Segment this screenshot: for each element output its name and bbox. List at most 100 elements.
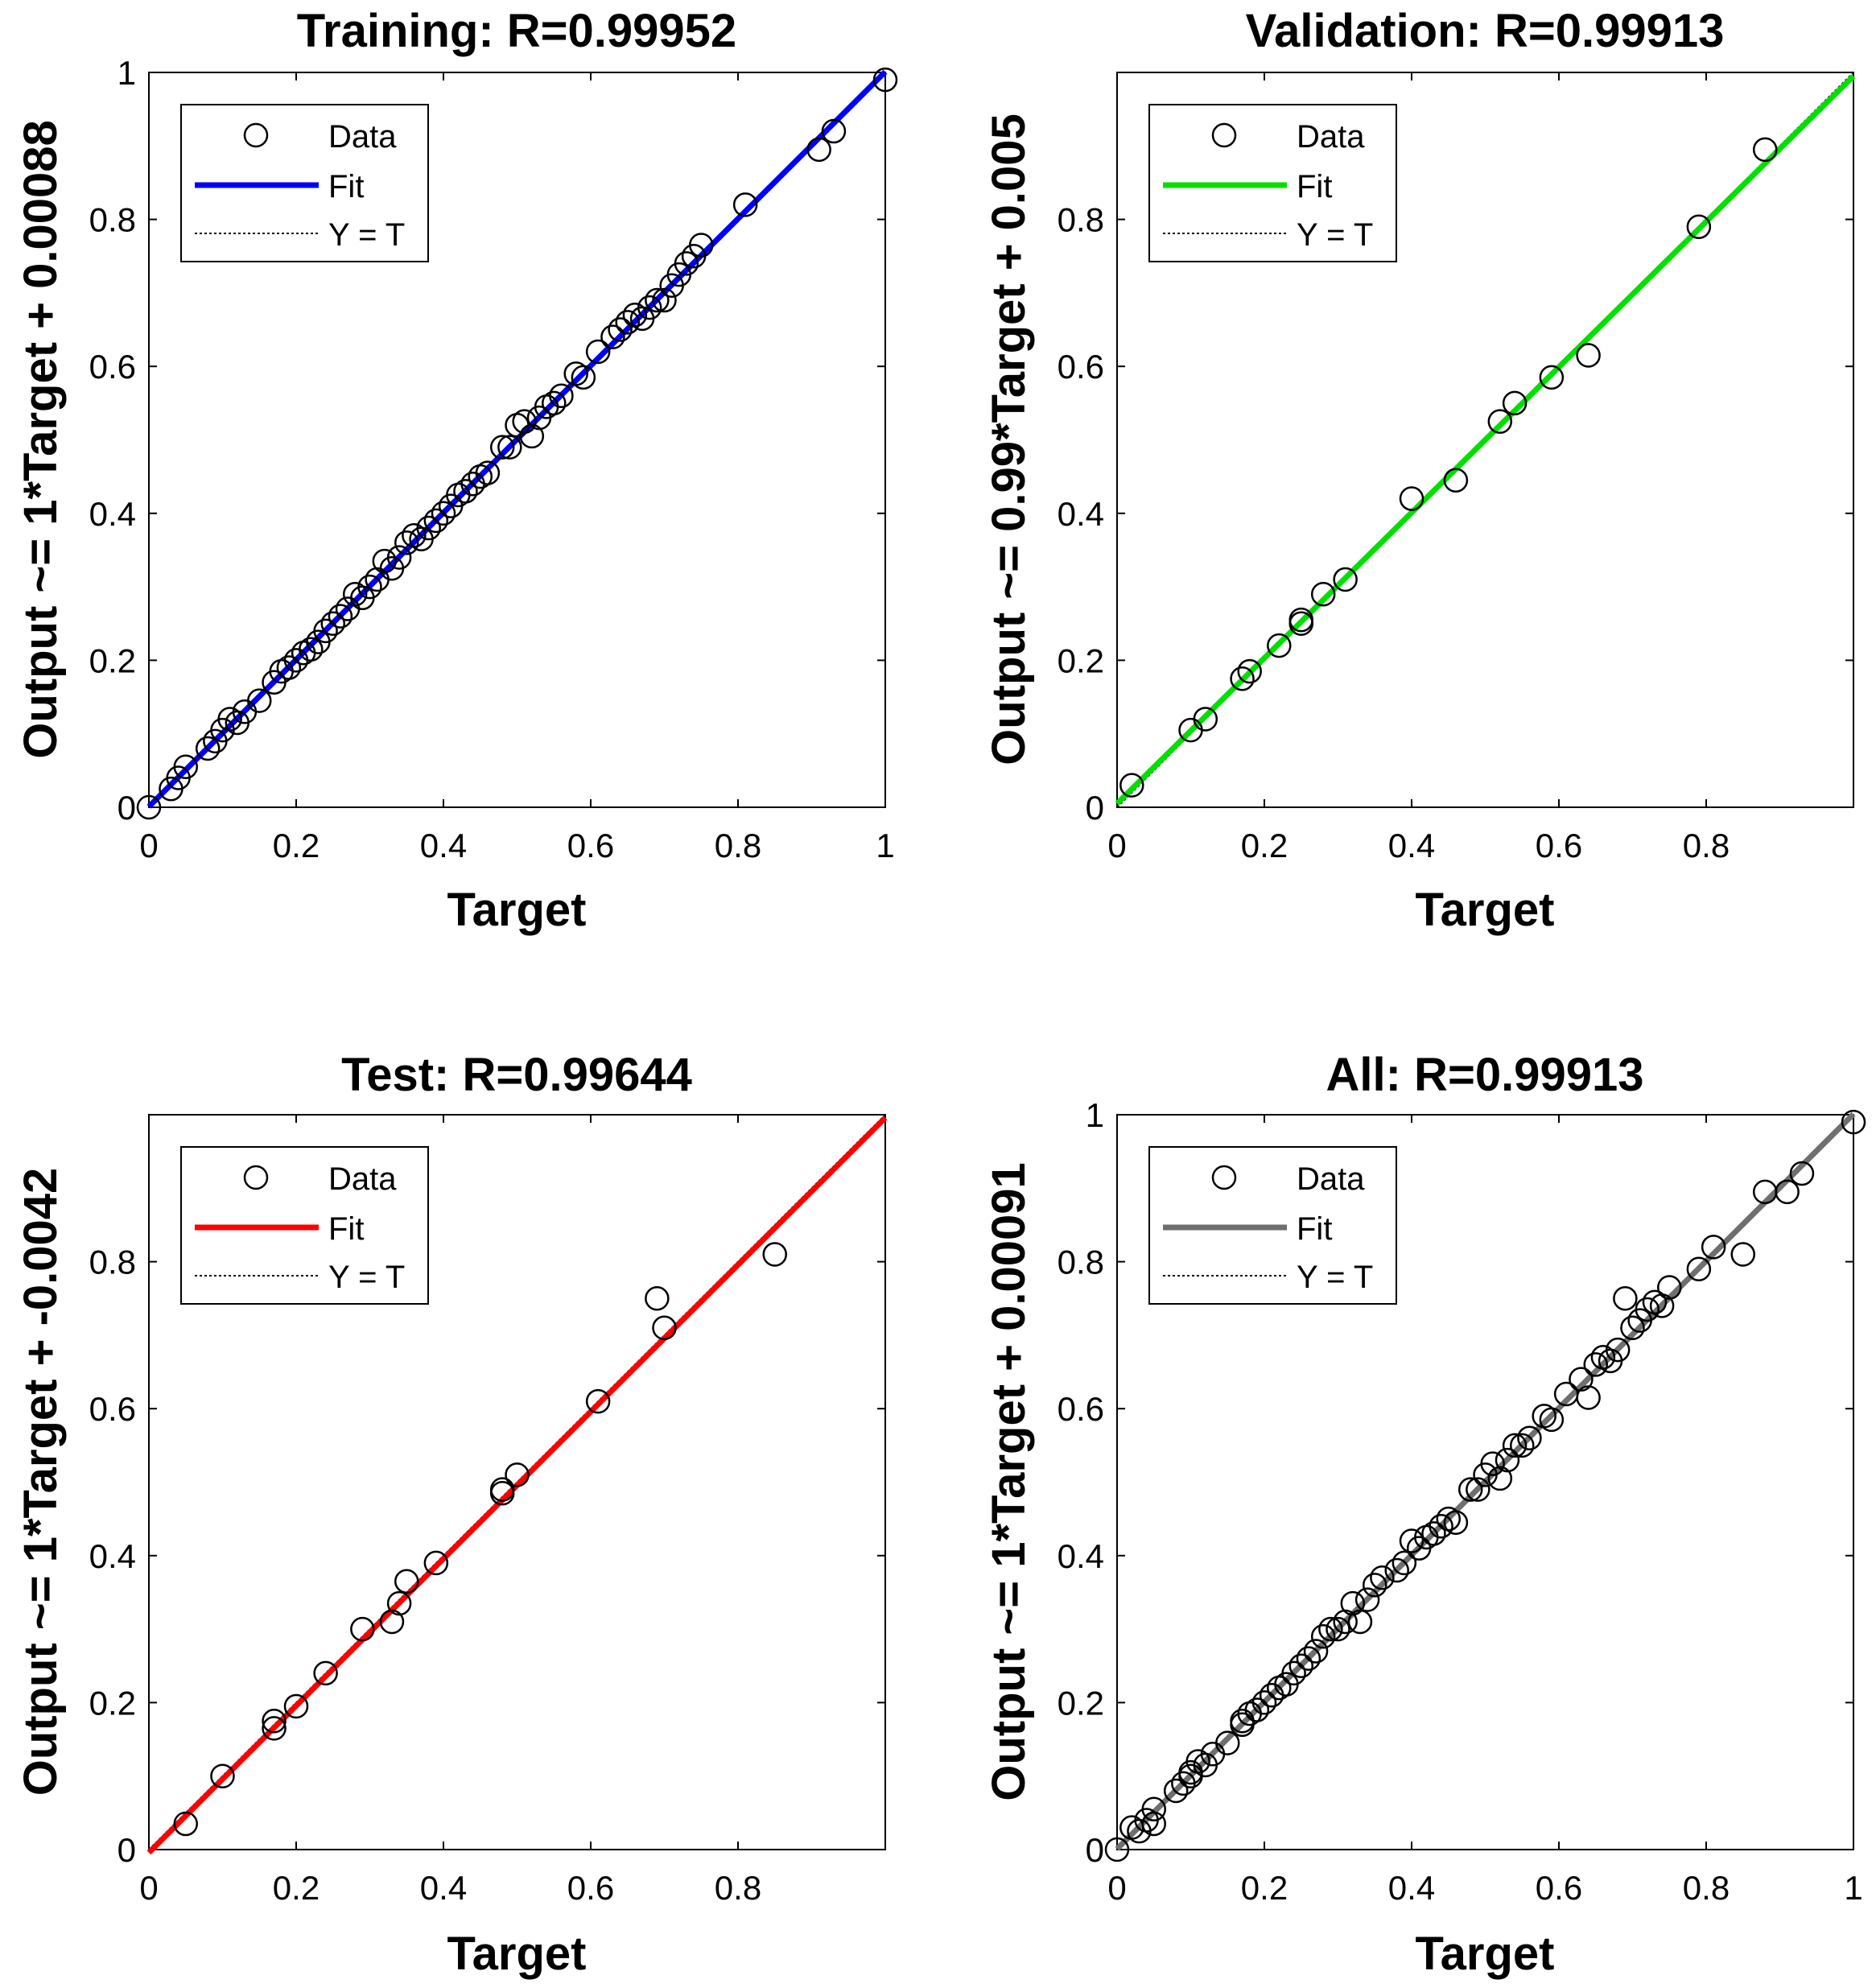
data-point xyxy=(379,1609,405,1635)
y-tick-label: 0.4 xyxy=(1058,495,1104,533)
x-tick-label: 0.4 xyxy=(1388,1869,1435,1907)
legend-fit-label: Fit xyxy=(1297,1211,1332,1247)
chart-title: Test: R=0.99644 xyxy=(341,1049,692,1101)
data-point xyxy=(645,287,670,313)
legend-data-label: Data xyxy=(328,1161,397,1197)
data-point xyxy=(1487,409,1513,434)
data-point xyxy=(136,794,162,820)
panel-training: Training: R=0.99952 Target Output ~= 1*T… xyxy=(14,5,898,936)
y-tick-label: 0.4 xyxy=(89,495,136,533)
data-point xyxy=(1730,1242,1755,1267)
data-point xyxy=(585,1388,611,1414)
x-tick-label: 0.4 xyxy=(420,827,467,864)
y-tick-label: 0.6 xyxy=(89,1390,136,1428)
legend-fit-label: Fit xyxy=(328,1211,364,1247)
x-tick-label: 0.4 xyxy=(420,1869,467,1907)
data-point xyxy=(1458,1477,1483,1502)
legend-data-marker xyxy=(1211,1165,1237,1190)
data-point xyxy=(1399,486,1425,511)
x-tick-label: 0 xyxy=(1107,827,1126,864)
data-marks xyxy=(136,67,898,820)
data-point xyxy=(320,611,345,636)
legend-data-label: Data xyxy=(328,119,397,155)
data-point xyxy=(1480,1451,1505,1476)
y-tick-label: 0 xyxy=(118,1831,136,1869)
data-point xyxy=(637,295,662,320)
x-tick-label: 1 xyxy=(876,827,894,864)
data-point xyxy=(394,530,419,555)
data-point xyxy=(1163,1778,1189,1804)
data-point xyxy=(386,545,412,570)
x-tick-label: 0.2 xyxy=(1241,1869,1288,1907)
data-point xyxy=(1466,1477,1490,1502)
data-point xyxy=(1686,214,1712,239)
axis-ticks: 0 0.2 0.4 0.6 0.8 0 0.2 0.4 0.6 0.8 xyxy=(89,1114,886,1907)
panel-validation: Validation: R=0.99913 Target Output ~= 0… xyxy=(983,5,1856,936)
data-point xyxy=(732,192,758,217)
data-point xyxy=(313,618,338,644)
data-point xyxy=(1333,1609,1358,1635)
y-tick-label: 0.2 xyxy=(1058,641,1104,679)
legend-data-label: Data xyxy=(1297,119,1365,155)
data-point xyxy=(1296,1646,1321,1671)
data-point xyxy=(357,574,382,600)
legend-identity-label: Y = T xyxy=(1297,217,1373,253)
legend: Data Fit Y = T xyxy=(180,1146,429,1305)
x-tick-label: 0.8 xyxy=(715,1869,761,1907)
data-point xyxy=(1399,1528,1425,1553)
x-tick-label: 0.8 xyxy=(1683,827,1730,864)
data-point xyxy=(1510,1433,1535,1458)
data-point xyxy=(1288,607,1313,633)
legend: Data Fit Y = T xyxy=(1148,1146,1397,1305)
data-point xyxy=(1620,1315,1645,1341)
data-point xyxy=(1119,773,1144,798)
data-point xyxy=(1340,1590,1366,1616)
data-point xyxy=(1370,1565,1395,1590)
y-tick-label: 0.2 xyxy=(89,641,136,679)
chart-title: Training: R=0.99952 xyxy=(297,5,736,57)
data-point xyxy=(489,1477,515,1502)
data-point xyxy=(1384,1557,1409,1583)
y-tick-label: 0 xyxy=(1086,1831,1104,1869)
data-point xyxy=(1443,468,1469,493)
y-tick-label: 0.6 xyxy=(1058,348,1104,386)
data-point xyxy=(1539,1407,1565,1433)
data-point xyxy=(1752,137,1778,163)
y-tick-label: 0 xyxy=(1086,789,1104,827)
data-point xyxy=(1443,1510,1469,1535)
data-point xyxy=(615,310,640,335)
x-tick-label: 0.2 xyxy=(1241,827,1288,864)
data-point xyxy=(1104,1837,1130,1862)
y-tick-label: 1 xyxy=(118,54,136,92)
y-axis-label: Output ~= 1*Target + 0.00091 xyxy=(983,1162,1035,1801)
data-point xyxy=(1230,666,1255,691)
data-point xyxy=(299,637,324,662)
data-point xyxy=(210,1763,235,1788)
data-point xyxy=(1775,1179,1800,1205)
data-point xyxy=(1502,1433,1528,1458)
legend-fit-label: Fit xyxy=(1297,169,1332,204)
data-point xyxy=(1657,1275,1682,1300)
axis-ticks: 0 0.2 0.4 0.6 0.8 0 0.2 0.4 0.6 0.8 xyxy=(1058,72,1854,864)
data-point xyxy=(313,1660,338,1686)
data-point xyxy=(195,736,221,761)
data-point xyxy=(1429,1514,1453,1539)
data-point xyxy=(497,435,522,460)
data-point xyxy=(1244,1697,1270,1722)
data-point xyxy=(1281,1660,1306,1686)
data-point xyxy=(1326,1616,1350,1642)
data-point xyxy=(821,118,847,144)
x-tick-label: 0.4 xyxy=(1388,827,1435,864)
data-point xyxy=(1215,1730,1240,1755)
data-point xyxy=(505,1462,530,1487)
data-marks xyxy=(1115,72,1856,808)
data-point xyxy=(762,1242,787,1267)
data-point xyxy=(872,67,898,93)
x-axis-label: Target xyxy=(1416,1928,1555,1980)
data-point xyxy=(1487,1466,1513,1491)
legend-data-marker xyxy=(243,122,269,148)
data-point xyxy=(1613,1286,1638,1311)
data-point xyxy=(549,383,574,408)
data-point xyxy=(1193,707,1218,732)
